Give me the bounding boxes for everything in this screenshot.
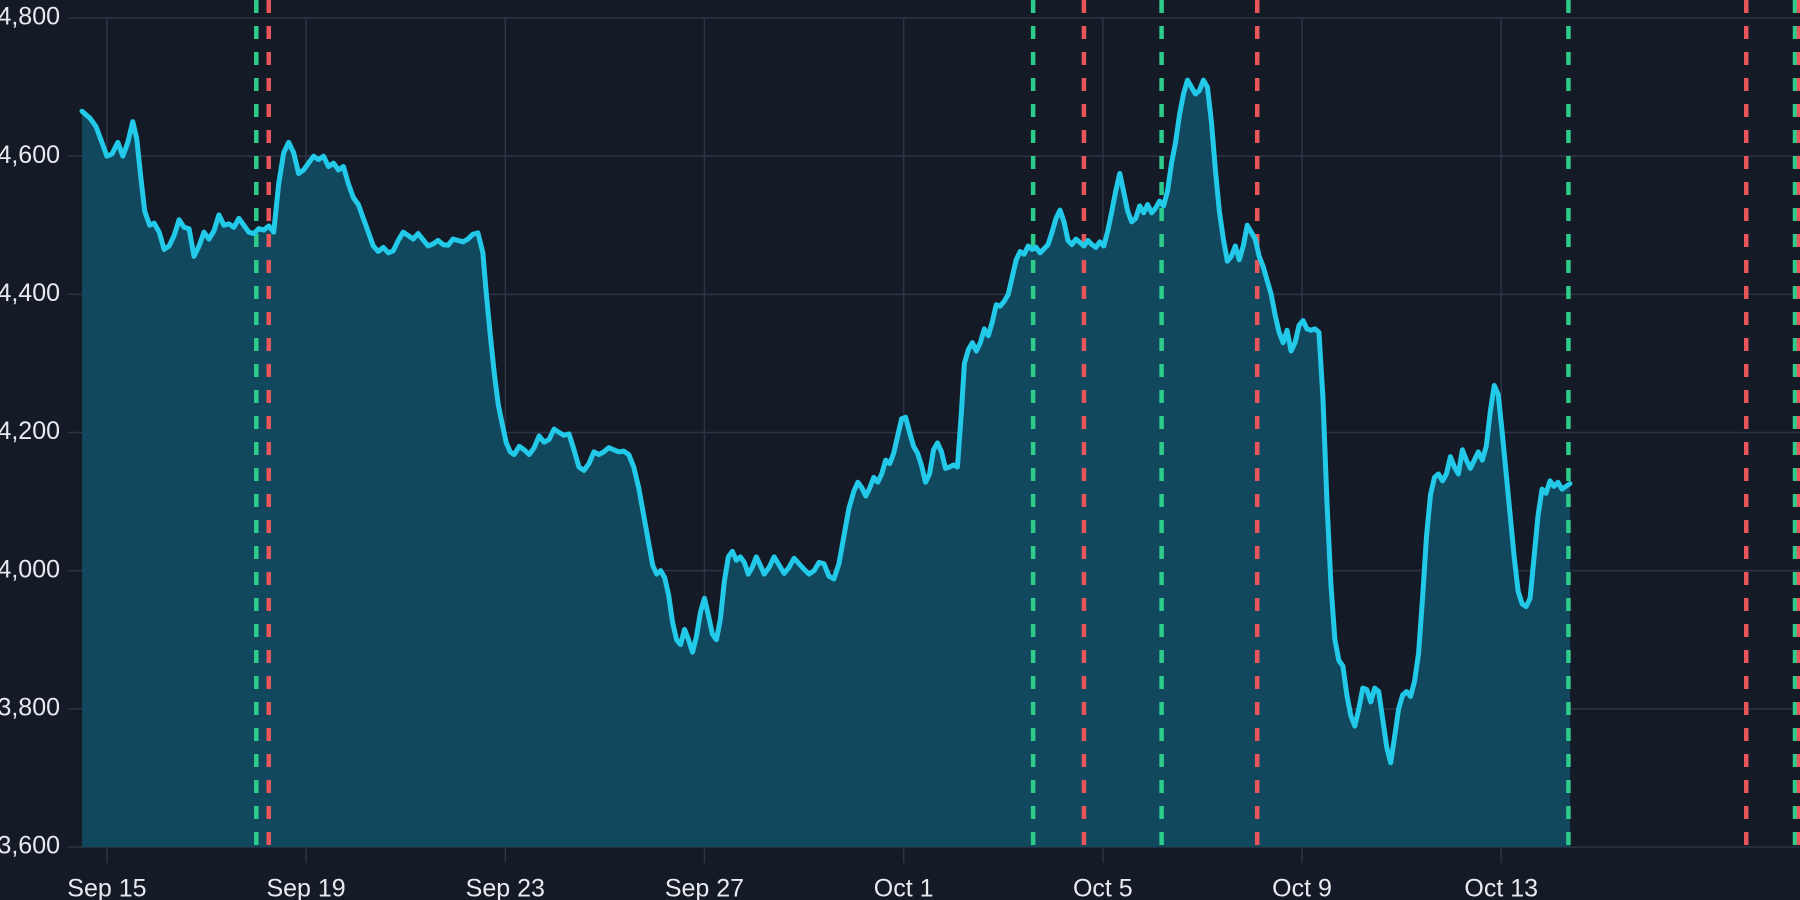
series-line <box>79 77 1573 766</box>
y-tick-label: 4,000 <box>0 555 60 583</box>
y-tick-label: 4,600 <box>0 141 60 169</box>
trade-marker-lines <box>254 0 1800 847</box>
x-axis-tick-labels: Sep 15 Sep 19 Sep 23 Sep 27 Oct 1 Oct 5 Oct 9 O… <box>67 875 1538 900</box>
y-tick-label: 3,800 <box>0 693 60 721</box>
x-tick-label: Oct 9 <box>1272 875 1332 900</box>
x-tick-label: Oct 5 <box>1073 875 1133 900</box>
y-tick-label: 4,800 <box>0 3 60 31</box>
y-axis-tick-labels: 3,600 3,800 4,000 4,200 4,400 4,600 4,800 <box>0 3 60 860</box>
x-tick-label: Oct 13 <box>1464 875 1538 900</box>
series-area-fill <box>82 80 1570 848</box>
y-tick-label: 4,400 <box>0 279 60 307</box>
y-tick-label: 3,600 <box>0 832 60 860</box>
x-tick-label: Oct 1 <box>874 875 934 900</box>
x-tick-label: Sep 27 <box>665 875 744 900</box>
x-tick-label: Sep 19 <box>266 875 345 900</box>
x-tick-label: Sep 15 <box>67 875 146 900</box>
y-tick-label: 4,200 <box>0 417 60 445</box>
x-tick-label: Sep 23 <box>466 875 545 900</box>
